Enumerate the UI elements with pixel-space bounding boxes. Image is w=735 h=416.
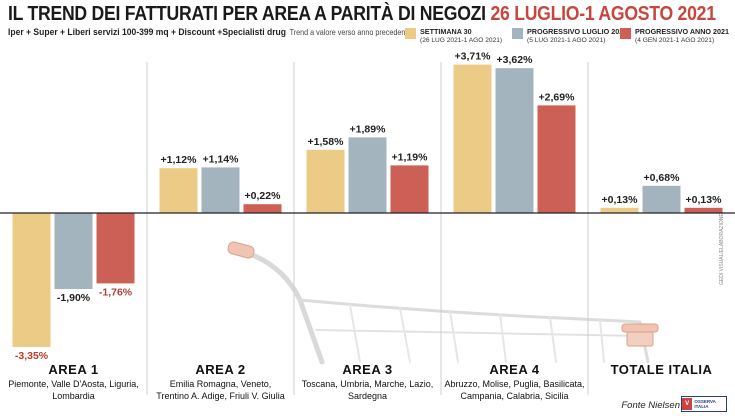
bar-area-4-progressivo-anno	[537, 105, 576, 213]
value-label-area-4-progressivo-luglio: +3,62%	[497, 54, 534, 66]
value-label-area-2-progressivo-anno: +0,22%	[245, 190, 282, 202]
subtitle-note: Trend a valore verso anno precedente	[289, 28, 412, 37]
value-label-area-1-progressivo-luglio: -1,90%	[57, 292, 91, 304]
bar-area-1-settimana	[12, 213, 51, 347]
credit-note: GEDI VISUAL/ELABORAZIONE	[719, 213, 725, 285]
value-label-area-3-progressivo-anno: +1,19%	[392, 151, 429, 163]
region-name-area-4: AREA 4	[489, 362, 540, 377]
value-label-totale-italia-progressivo-luglio: +0,68%	[644, 172, 681, 184]
region-description-area-4: Abruzzo, Molise, Puglia, Basilicata, Cam…	[444, 379, 585, 401]
value-label-area-3-settimana: +1,58%	[308, 136, 345, 148]
bar-area-2-progressivo-luglio	[201, 167, 240, 213]
value-label-area-2-progressivo-luglio: +1,14%	[203, 153, 240, 165]
value-label-area-3-progressivo-luglio: +1,89%	[350, 123, 387, 135]
bar-area-1-progressivo-anno	[96, 213, 135, 284]
bar-area-2-settimana	[159, 168, 198, 213]
chart-subtitle: Iper + Super + Liberi servizi 100-399 mq…	[8, 27, 411, 38]
region-name-area-3: AREA 3	[342, 362, 393, 377]
value-label-area-2-settimana: +1,12%	[161, 154, 198, 166]
bar-area-3-settimana	[306, 149, 345, 213]
legend-label-progressivo-luglio: PROGRESSIVO LUGLIO 2021	[527, 27, 628, 36]
shopping-cart-icon	[227, 241, 659, 365]
value-label-area-1-settimana: -3,35%	[15, 350, 49, 362]
value-label-totale-italia-progressivo-anno: +0,13%	[686, 194, 723, 206]
region-name-area-1: AREA 1	[48, 362, 99, 377]
region-description-area-2: Emilia Romagna, Veneto, Trentino A. Adig…	[156, 379, 285, 401]
value-label-area-1-progressivo-anno: -1,76%	[99, 286, 133, 298]
legend-swatch-settimana	[405, 28, 416, 39]
bar-area-2-progressivo-anno	[243, 204, 282, 213]
osserva-italia-logo: V OSSERVA ITALIA	[681, 396, 727, 412]
legend-range-settimana: (26 LUG 2021-1 AGO 2021)	[420, 37, 503, 44]
value-label-area-4-settimana: +3,71%	[455, 51, 492, 63]
region-name-area-2: AREA 2	[195, 362, 246, 377]
legend-swatch-progressivo-luglio	[512, 28, 523, 39]
bar-area-1-progressivo-luglio	[54, 213, 93, 289]
title-date: 26 LUGLIO-1 AGOSTO 2021	[490, 2, 716, 25]
subtitle-text: Iper + Super + Liberi servizi 100-399 mq…	[8, 27, 286, 38]
logo-text: OSSERVA ITALIA	[694, 399, 716, 409]
bar-totale-italia-progressivo-luglio	[642, 185, 681, 213]
bar-totale-italia-settimana	[600, 207, 639, 213]
bar-area-4-settimana	[453, 64, 492, 213]
value-label-totale-italia-settimana: +0,13%	[602, 194, 639, 206]
bar-area-4-progressivo-luglio	[495, 68, 534, 213]
region-name-totale-italia: TOTALE ITALIA	[610, 362, 713, 377]
bar-area-3-progressivo-anno	[390, 165, 429, 213]
legend-range-progressivo-luglio: (5 LUG 2021-1 AGO 2021)	[527, 37, 606, 44]
region-description-area-1: Piemonte, Valle D'Aosta, Liguria, Lombar…	[8, 379, 139, 401]
region-description-area-3: Toscana, Umbria, Marche, Lazio, Sardegna	[301, 379, 434, 401]
title-main: IL TREND DEI FATTURATI PER AREA A PARITÀ…	[8, 2, 486, 25]
legend-range-progressivo-anno: (4 GEN 2021-1 AGO 2021)	[635, 37, 715, 44]
bar-totale-italia-progressivo-anno	[684, 207, 723, 213]
legend-label-progressivo-anno: PROGRESSIVO ANNO 2021	[635, 27, 729, 36]
legend-swatch-progressivo-anno	[620, 28, 631, 39]
bar-area-3-progressivo-luglio	[348, 137, 387, 213]
logo-mark-icon: V	[682, 398, 693, 410]
legend-label-settimana: SETTIMANA 30	[420, 27, 472, 36]
chart-title: IL TREND DEI FATTURATI PER AREA A PARITÀ…	[8, 2, 716, 26]
source-note: Fonte Nielsen	[621, 400, 680, 411]
value-label-area-4-progressivo-anno: +2,69%	[539, 91, 576, 103]
